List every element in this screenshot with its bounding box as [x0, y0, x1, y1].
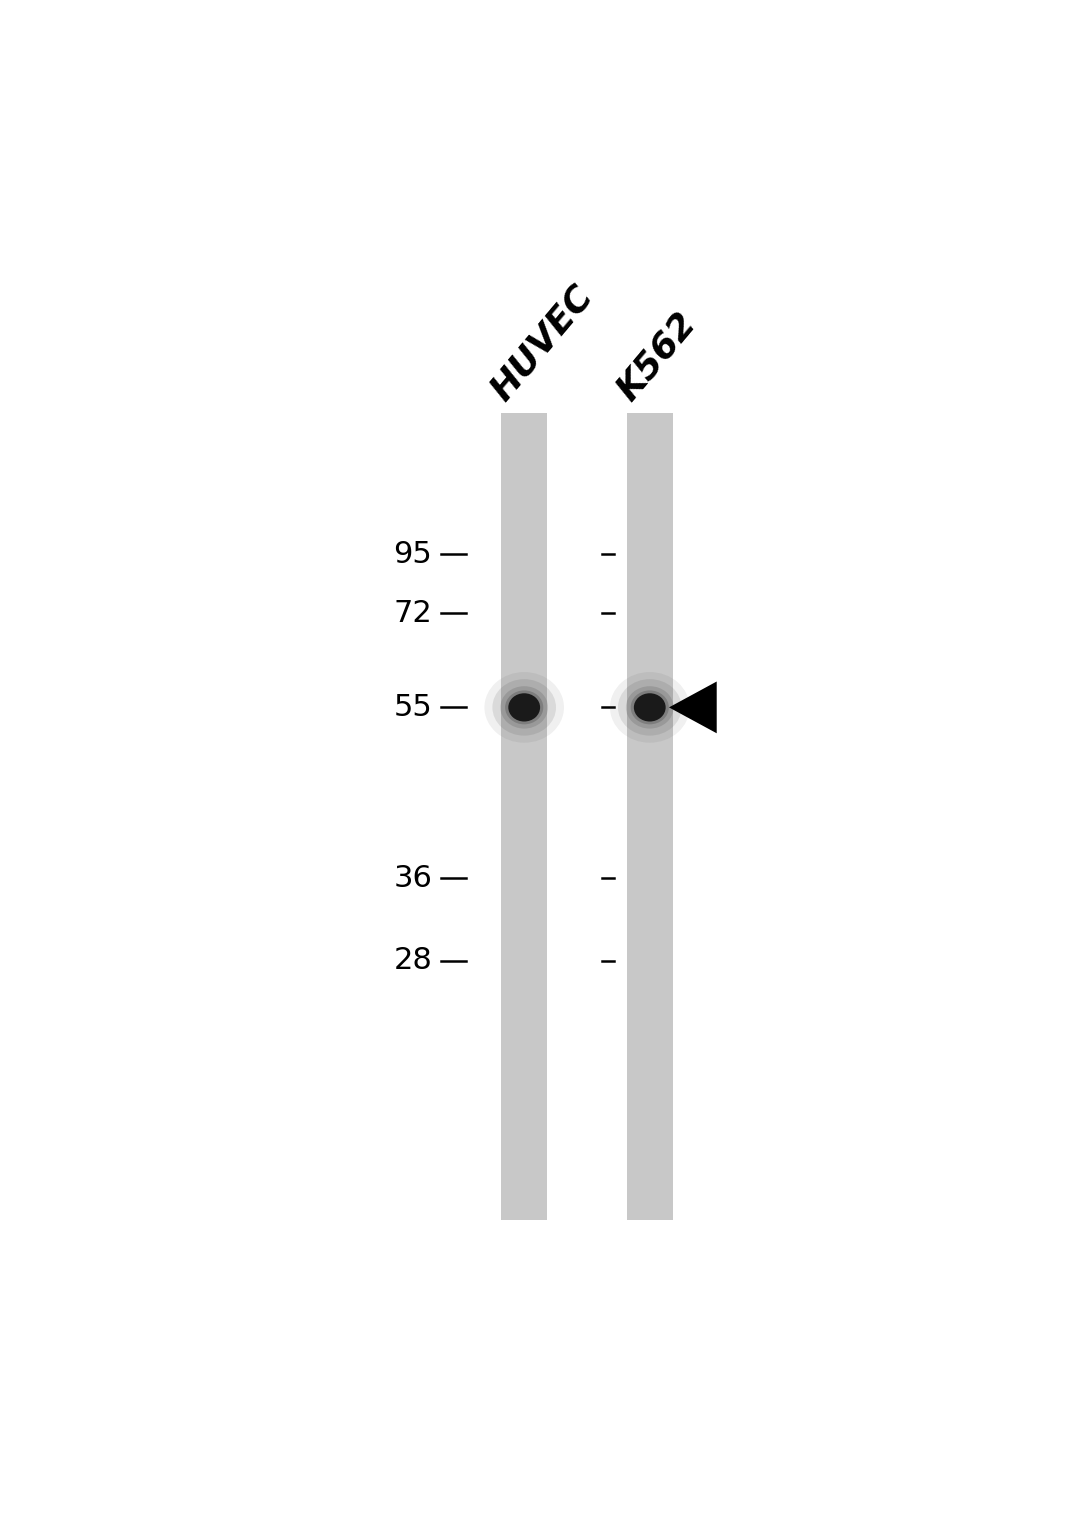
Ellipse shape	[626, 687, 674, 729]
Text: 36: 36	[393, 864, 432, 893]
Ellipse shape	[509, 693, 540, 722]
Text: 28: 28	[393, 946, 432, 976]
Ellipse shape	[505, 691, 543, 725]
Ellipse shape	[492, 679, 556, 735]
Ellipse shape	[485, 673, 564, 743]
Ellipse shape	[631, 691, 669, 725]
Text: 55: 55	[393, 693, 432, 722]
Text: 95: 95	[393, 540, 432, 569]
Text: HUVEC: HUVEC	[484, 278, 599, 407]
Text: K562: K562	[610, 306, 702, 407]
Bar	[626, 413, 673, 1220]
Ellipse shape	[500, 687, 548, 729]
Text: 72: 72	[393, 599, 432, 628]
Ellipse shape	[610, 673, 689, 743]
Polygon shape	[669, 682, 717, 734]
Bar	[501, 413, 548, 1220]
Ellipse shape	[634, 693, 665, 722]
Ellipse shape	[618, 679, 681, 735]
